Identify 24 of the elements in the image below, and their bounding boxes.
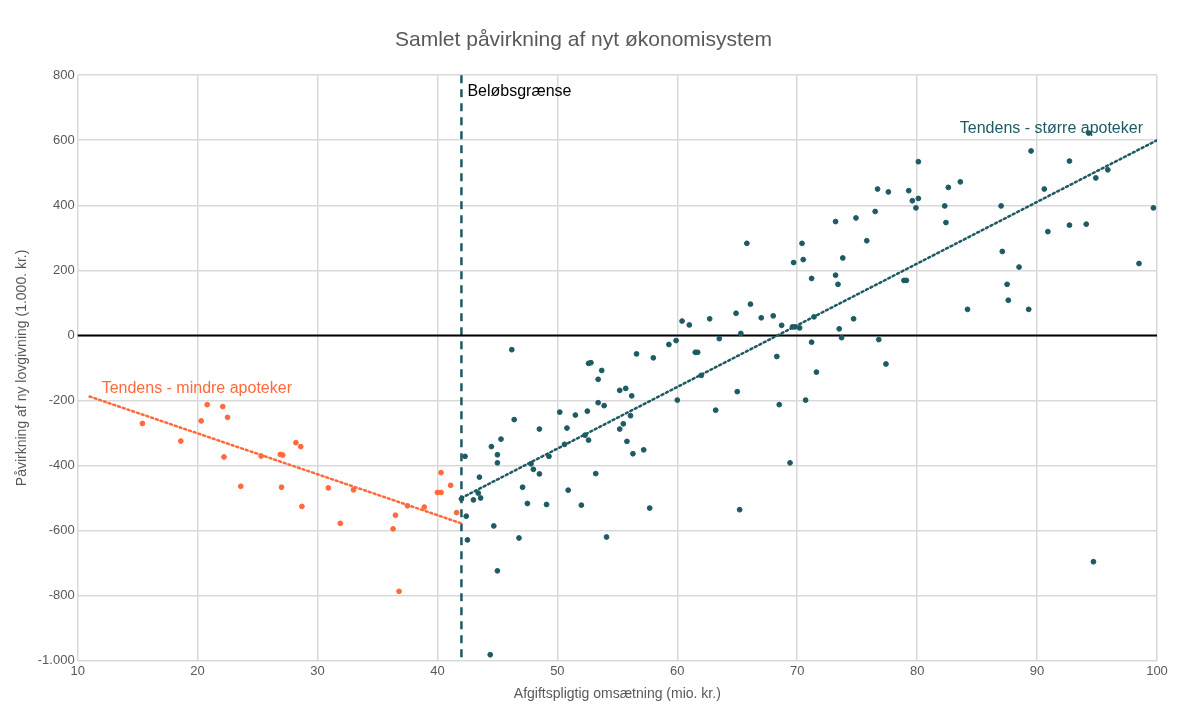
x-tick-label: 50 [550, 662, 565, 678]
y-tick-label: 200 [52, 261, 75, 277]
series-label: Tendens - mindre apoteker [101, 378, 293, 396]
x-tick-label: 40 [430, 662, 445, 678]
x-tick-label: 100 [1146, 662, 1168, 678]
y-tick-label: 400 [52, 196, 75, 212]
y-tick-label: 800 [52, 66, 75, 82]
x-tick-label: 80 [909, 662, 925, 678]
y-tick-label: -200 [48, 392, 75, 407]
y-tick-label: 600 [52, 131, 75, 147]
y-tick-label: -400 [48, 457, 75, 473]
y-axis-title: Påvirkning af ny lovgivning (1.000. kr.) [13, 249, 30, 487]
y-tick-label: 0 [67, 326, 75, 342]
series-label: Tendens - større apoteker [959, 118, 1144, 136]
x-tick-label: 90 [1029, 662, 1045, 678]
x-tick-label: 20 [190, 662, 205, 678]
x-tick-label: 30 [310, 662, 325, 678]
y-tick-label: -800 [48, 587, 75, 603]
ref-line-label: Beløbsgrænse [467, 81, 572, 99]
y-tick-label: -600 [48, 522, 75, 538]
x-axis-title: Afgiftspligtig omsætning (mio. kr.) [513, 685, 721, 702]
x-tick-label: 70 [789, 662, 805, 678]
x-tick-label: 60 [670, 662, 685, 678]
chart-title: Samlet påvirkning af nyt økonomisystem [395, 27, 772, 51]
